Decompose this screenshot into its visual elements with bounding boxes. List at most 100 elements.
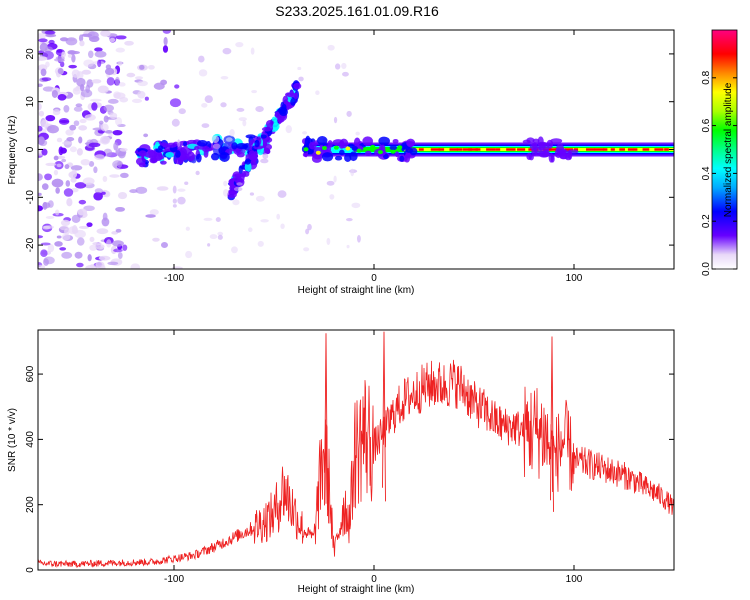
spectrogram-cell [61, 233, 71, 241]
spectrogram-cell [241, 148, 246, 154]
spectrogram-cell [94, 47, 103, 52]
spectrogram-cell [194, 145, 200, 151]
carrier-peak [486, 148, 496, 151]
spectrogram-cell [279, 108, 288, 117]
spectrogram-cell [78, 136, 83, 144]
spectrogram-cell [88, 50, 94, 59]
carrier-peak [449, 148, 458, 151]
spectrogram-cell [211, 135, 220, 144]
spectrogram-cell [174, 157, 184, 165]
spectrogram-cell [38, 110, 45, 117]
spectrogram-cell [378, 136, 390, 146]
colorbar-tick-label: 0.8 [701, 70, 712, 84]
spectrogram-cell [59, 37, 69, 42]
spectrogram-cell [101, 191, 106, 195]
spectrogram-cell [204, 95, 213, 103]
spectrogram-cell [356, 148, 362, 153]
spectrogram-cell [54, 209, 60, 216]
snr-ytick-label: 600 [25, 365, 36, 382]
spectrogram-cell [76, 148, 83, 156]
spectrogram-cell [38, 173, 43, 181]
spectrogram-cell [80, 158, 90, 166]
spectrogram-cell [534, 146, 542, 156]
spectrogram-cell [229, 129, 235, 137]
spectrogram-cell [138, 162, 146, 168]
colorbar-gradient [712, 30, 737, 269]
carrier-peak [654, 148, 664, 151]
spectrogram-cell [160, 241, 169, 248]
spectrogram-cell [242, 119, 247, 127]
spectrogram-cell [73, 106, 83, 112]
spectrogram-cell [163, 36, 168, 46]
spectrogram-cell [333, 116, 338, 124]
spectrogram-cell [247, 227, 253, 233]
spectrogram-cell [390, 149, 396, 154]
spectrogram-cell [61, 141, 73, 145]
carrier-peak [506, 148, 516, 151]
spectrogram-cell [124, 40, 134, 46]
spectrogram-cell [293, 92, 298, 100]
spectrogram-cell [102, 175, 108, 182]
spectrogram-cell [238, 117, 247, 122]
spectrogram-cell [71, 69, 80, 78]
spectrogram-cell [112, 240, 124, 247]
spectrogram-cell [162, 45, 169, 53]
spectrogram-cell [42, 201, 48, 210]
spectrogram-cell [78, 199, 87, 205]
spectrogram-cell [345, 146, 351, 151]
spectrogram-cell [185, 226, 190, 231]
snr-spike [550, 336, 554, 512]
spectrogram-cell [302, 131, 308, 135]
colorbar-tick-label: 0.2 [701, 214, 712, 228]
carrier-peak [664, 148, 669, 151]
spectrogram-cell [94, 154, 105, 161]
spectrogram-cell [61, 158, 67, 163]
spectrogram-cell [82, 177, 95, 185]
spectrogram-cell [113, 142, 119, 151]
spectrogram-cell [131, 98, 143, 104]
spectrogram-cell [244, 158, 251, 165]
spectrogram-cell [88, 142, 101, 148]
spectrogram-cell [41, 183, 49, 190]
spectrogram-cell [87, 31, 99, 40]
spectrogram-cell [138, 150, 147, 157]
carrier-peak [495, 148, 501, 151]
spectrogram-cell [86, 222, 93, 228]
spectrogram-cell [342, 71, 349, 77]
spectrogram-cell [169, 98, 182, 108]
carrier-peak [468, 148, 479, 151]
spectrogram-cell [112, 129, 123, 136]
spectrogram-cell [93, 166, 98, 174]
spectrogram-cell [277, 190, 287, 198]
spectrogram-cell [389, 145, 398, 151]
spectrogram-cell [220, 102, 227, 108]
spectrogram-cell [356, 234, 361, 243]
spectrogram-cell [171, 266, 183, 269]
spectrogram-cell [53, 155, 59, 161]
snr-series-line [38, 359, 674, 569]
spectrogram-cell [71, 214, 81, 223]
spectrogram-cell [280, 223, 285, 230]
carrier-peak [627, 148, 634, 151]
spectrogram-cell [149, 157, 158, 164]
spectrogram-cell [334, 155, 343, 161]
spectrogram-cell [333, 175, 337, 183]
spectrogram-cell [45, 215, 55, 220]
spectrogram-cell [66, 198, 73, 207]
spectrogram-cell [235, 42, 244, 48]
spectrogram-cell [135, 186, 148, 194]
spectrogram-cell [255, 195, 265, 202]
spectrogram-cell [51, 178, 64, 188]
spectrogram-cell [60, 219, 71, 226]
spectrogram-cell [185, 250, 193, 259]
spectrogram-cell [113, 91, 121, 99]
spectrogram-cell [172, 185, 177, 194]
spectrogram-cell [89, 236, 95, 243]
spectrogram-cell [254, 139, 260, 148]
spectrogram-cell [72, 87, 81, 95]
spectrogram-cell [94, 243, 105, 250]
spectrogram-cell [130, 263, 141, 269]
spectrogram-cell [290, 98, 296, 106]
spectrogram-cell [203, 217, 213, 221]
spectrogram-cell [223, 180, 228, 187]
